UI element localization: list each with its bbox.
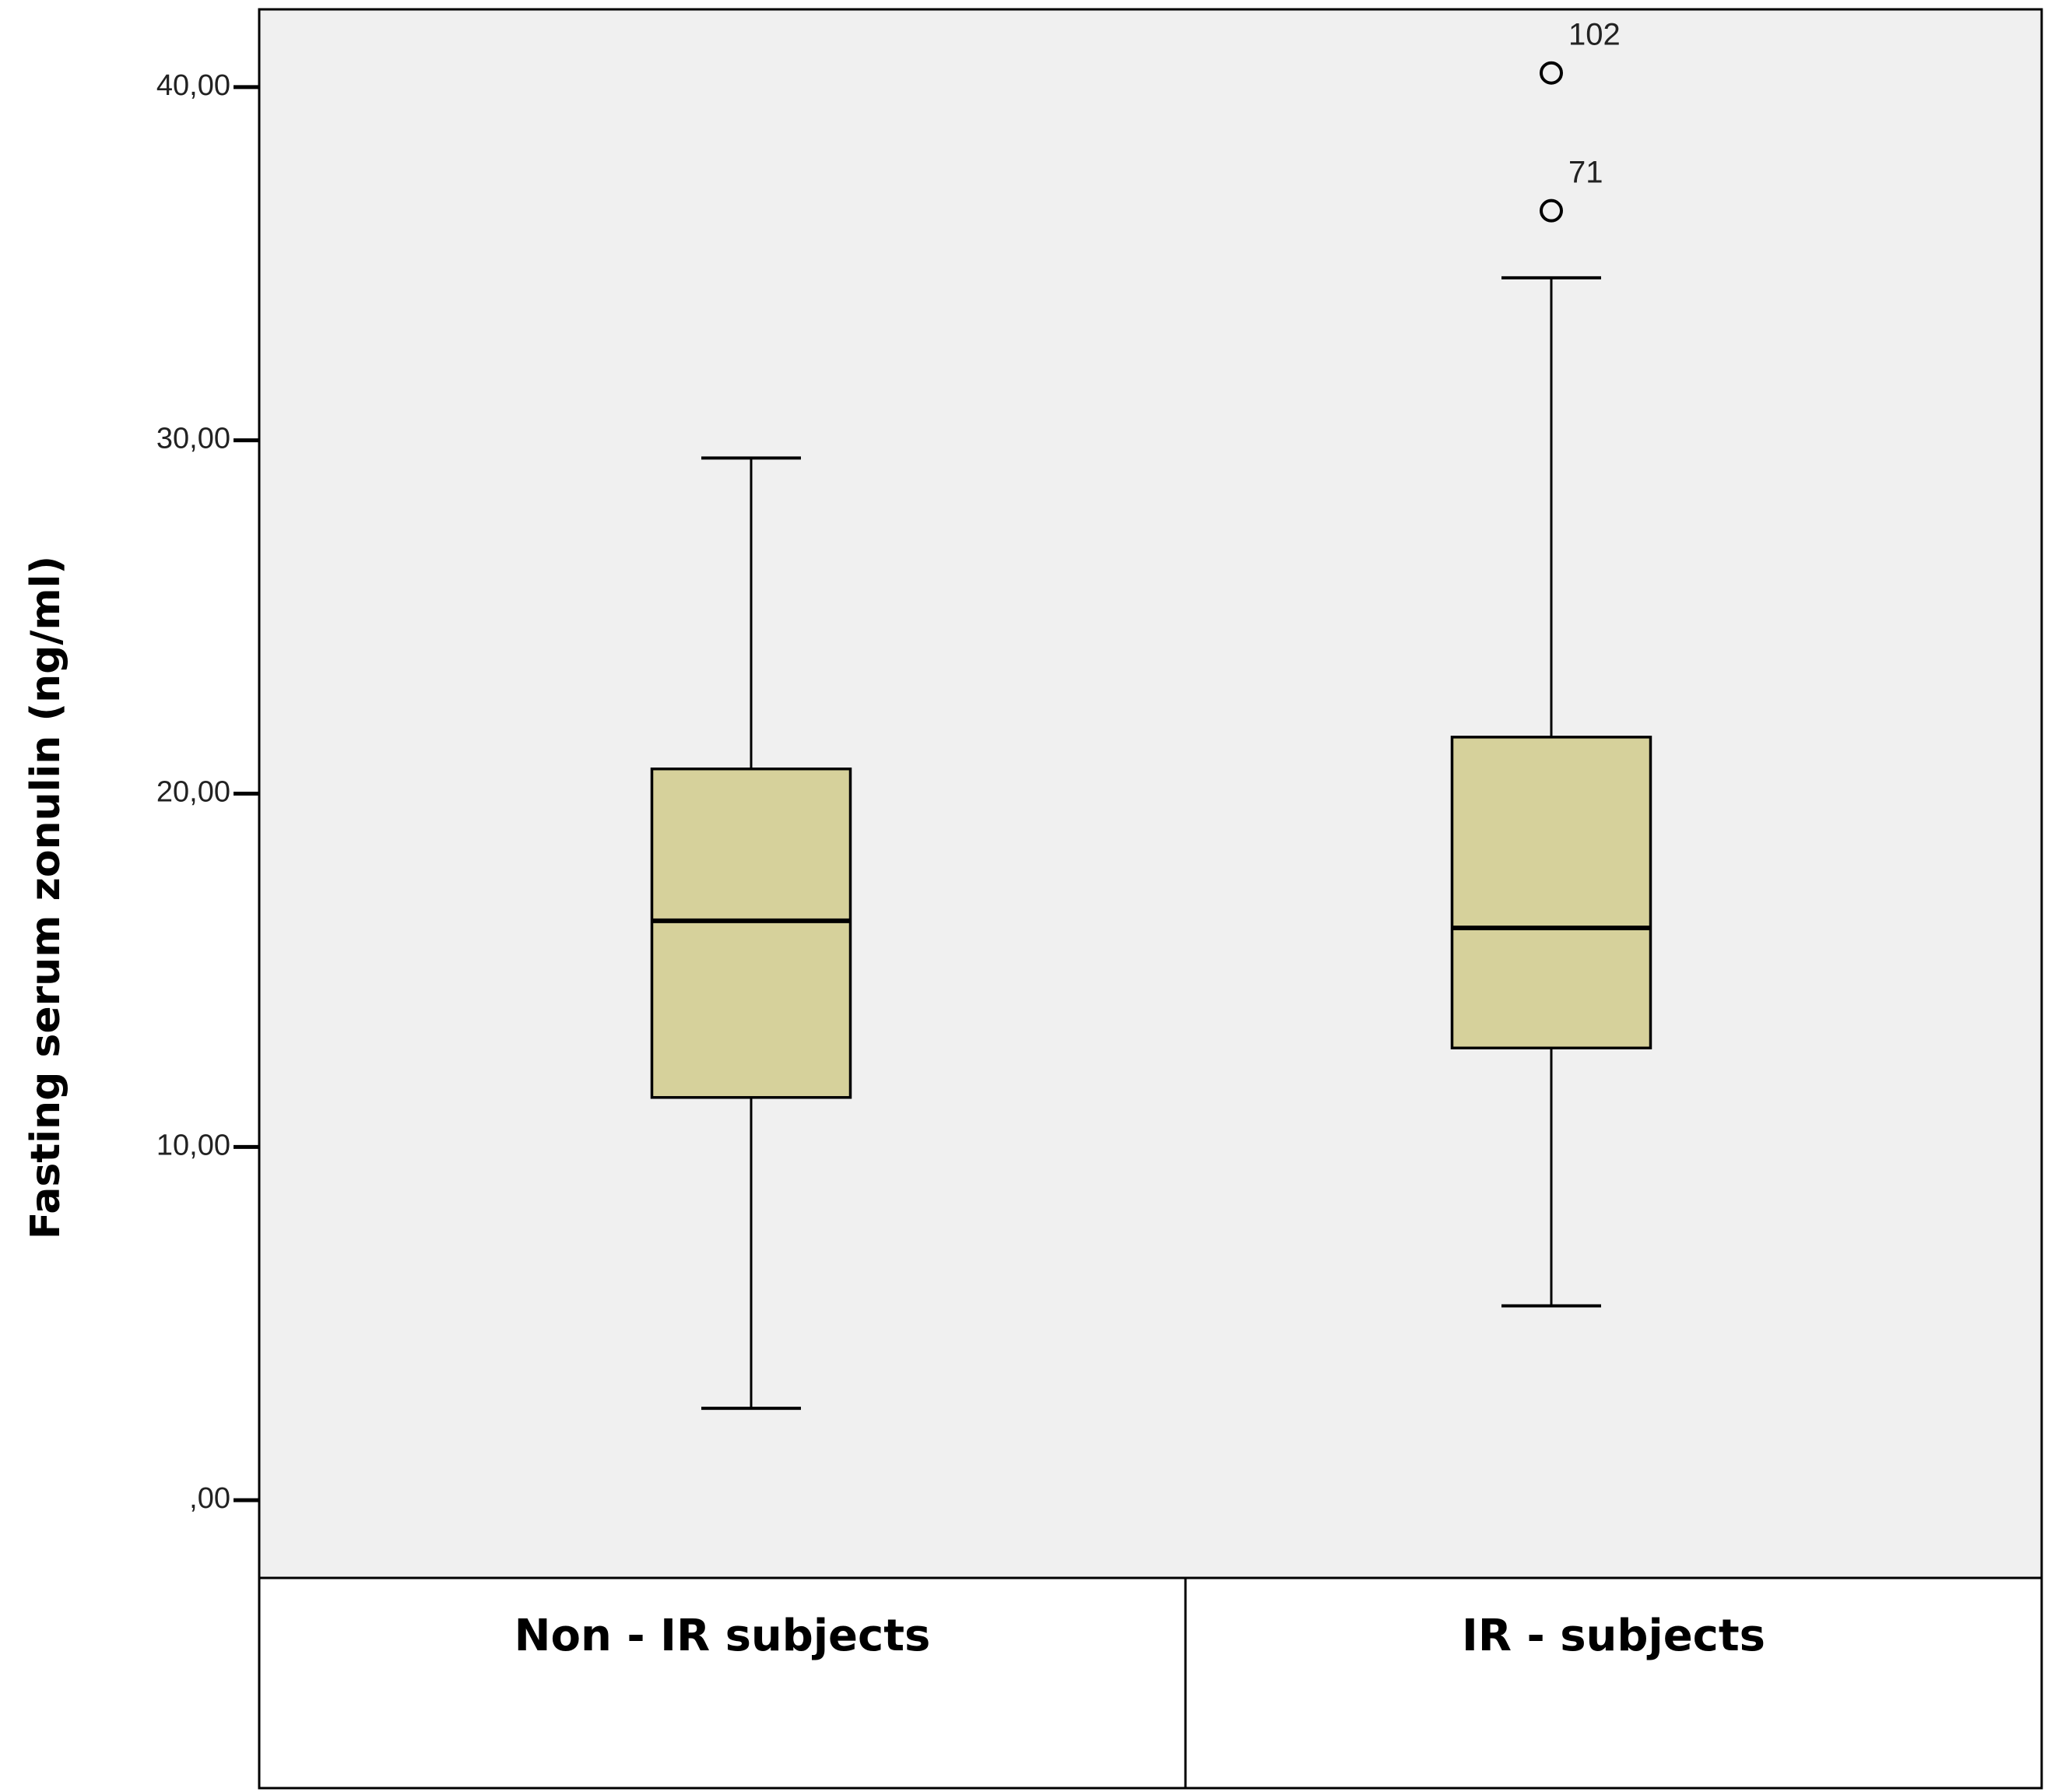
y-tick-label: 40,00	[156, 69, 230, 102]
y-ticks: ,00 10,00 20,00 30,00 40,00	[156, 69, 259, 1515]
y-axis-label: Fasting serum zonulin (ng/ml)	[23, 556, 69, 1239]
category-label-ir: IR - subjects	[1462, 1611, 1765, 1661]
y-tick-label: 20,00	[156, 776, 230, 809]
outlier-label: 102	[1568, 18, 1621, 52]
outlier-point	[1540, 61, 1563, 85]
box-series: 102 71	[650, 18, 1652, 1411]
y-tick-label: ,00	[189, 1482, 230, 1515]
plot-area	[258, 8, 2043, 1579]
y-tick-label: 10,00	[156, 1129, 230, 1161]
box-non-ir	[650, 456, 852, 1411]
y-axis: ,00 10,00 20,00 30,00 40,00	[156, 69, 259, 1515]
category-table: Non - IR subjects IR - subjects	[258, 1576, 2043, 1790]
outlier-label: 71	[1568, 156, 1603, 190]
category-table-frame	[258, 1576, 2043, 1790]
iqr-box	[1450, 736, 1652, 1050]
category-label-non-ir: Non - IR subjects	[515, 1611, 931, 1661]
box-ir: 102 71	[1450, 18, 1652, 1308]
outlier-point	[1540, 199, 1563, 223]
y-tick-label: 30,00	[156, 423, 230, 455]
iqr-box	[650, 767, 852, 1099]
